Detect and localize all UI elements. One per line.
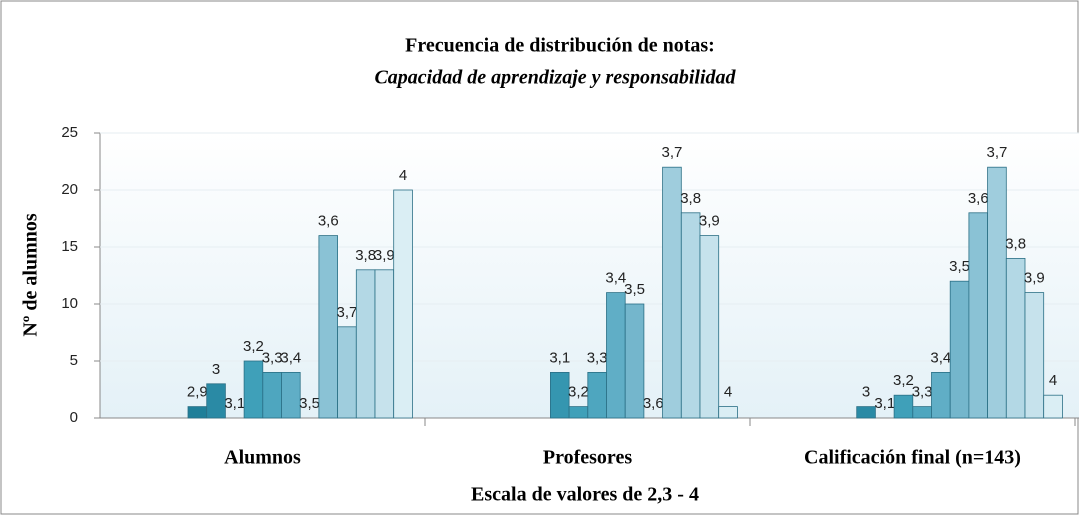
- data-label: 3,2: [568, 384, 589, 401]
- data-label: 3,3: [262, 349, 283, 366]
- data-label: 3,1: [224, 395, 245, 412]
- chart-title: Frecuencia de distribución de notas:: [405, 35, 715, 57]
- data-label: 3,5: [949, 258, 970, 275]
- data-label: 4: [399, 167, 407, 184]
- data-label: 3,5: [299, 395, 320, 412]
- x-tick-label: Profesores: [543, 447, 632, 469]
- data-label: 3,9: [699, 213, 720, 230]
- data-label: 3,8: [355, 247, 376, 264]
- bar: [1005, 257, 1026, 419]
- data-label: 3,9: [374, 247, 395, 264]
- chart-subtitle: Capacidad de aprendizaje y responsabilid…: [374, 67, 736, 89]
- bar: [856, 406, 876, 419]
- data-label: 3: [862, 384, 870, 401]
- bar: [318, 235, 338, 419]
- bar: [987, 166, 1007, 419]
- bar: [550, 371, 570, 419]
- data-label: 3: [212, 361, 220, 378]
- bar: [393, 189, 413, 419]
- data-label: 3,3: [587, 349, 608, 366]
- y-tick-label: 0: [70, 409, 78, 426]
- data-label: 3,4: [280, 349, 301, 366]
- data-label: 3,2: [893, 372, 914, 389]
- bar: [262, 371, 282, 419]
- y-tick-label: 25: [61, 124, 78, 141]
- bar: [968, 212, 989, 419]
- bar: [662, 166, 682, 419]
- bar: [912, 406, 932, 419]
- data-label: 3,6: [643, 395, 664, 412]
- bar: [893, 394, 914, 419]
- x-axis-label: Escala de valores de 2,3 - 4: [471, 484, 699, 506]
- bar: [187, 406, 208, 419]
- bar: [624, 303, 645, 419]
- bar: [374, 269, 395, 419]
- bar: [337, 326, 357, 419]
- bar: [718, 406, 738, 419]
- bar: [1043, 394, 1063, 419]
- bar: [587, 371, 607, 419]
- data-label: 4: [724, 384, 732, 401]
- bar: [568, 406, 589, 419]
- bar: [699, 235, 720, 419]
- y-tick-label: 15: [61, 238, 78, 255]
- data-label: 3,4: [605, 270, 626, 287]
- bar: [206, 383, 226, 419]
- y-tick-label: 5: [70, 352, 78, 369]
- bar: [606, 292, 626, 419]
- data-label: 3,7: [337, 304, 358, 321]
- data-label: 3,6: [318, 213, 339, 230]
- data-label: 3,8: [680, 190, 701, 207]
- bar: [355, 269, 376, 419]
- bar: [1024, 292, 1045, 419]
- data-label: 4: [1049, 372, 1057, 389]
- y-tick-label: 20: [61, 181, 78, 198]
- y-axis-label: Nº de alumnos: [20, 213, 42, 337]
- data-label: 3,7: [662, 144, 683, 161]
- data-label: 3,1: [874, 395, 895, 412]
- data-label: 2,9: [187, 384, 208, 401]
- data-label: 3,3: [912, 384, 933, 401]
- data-label: 3,1: [549, 349, 570, 366]
- bar: [281, 371, 301, 419]
- data-label: 3,4: [930, 349, 951, 366]
- data-label: 3,9: [1024, 270, 1045, 287]
- x-tick-label: Alumnos: [224, 447, 301, 469]
- bar: [949, 280, 970, 419]
- y-tick-label: 10: [61, 295, 78, 312]
- x-tick-label: Calificación final (n=143): [804, 447, 1021, 469]
- data-label: 3,6: [968, 190, 989, 207]
- bar: [680, 212, 701, 419]
- data-label: 3,2: [243, 338, 264, 355]
- data-label: 3,8: [1005, 235, 1026, 252]
- data-label: 3,5: [624, 281, 645, 298]
- data-label: 3,7: [987, 144, 1008, 161]
- bar: [931, 371, 951, 419]
- bar: [243, 360, 264, 419]
